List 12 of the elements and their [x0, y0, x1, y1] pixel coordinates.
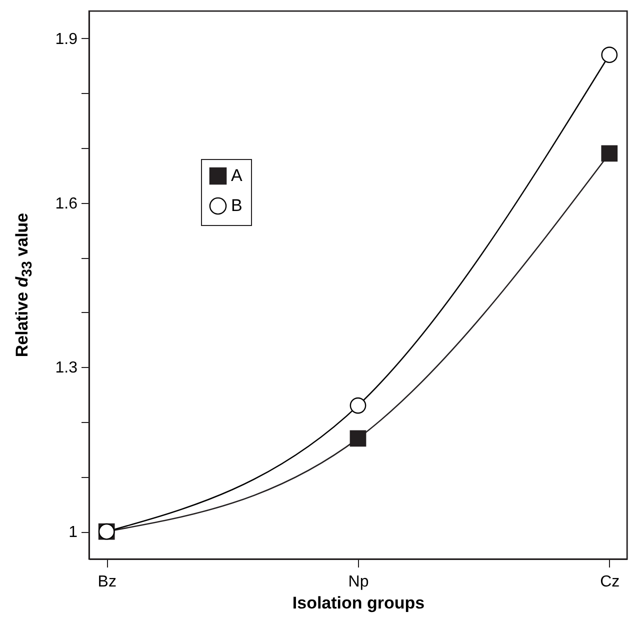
x-tick-label: Cz	[600, 574, 620, 590]
y-tick-label: 1.9	[55, 30, 78, 48]
legend-label: B	[231, 196, 242, 215]
x-axis-title: Isolation groups	[292, 594, 425, 612]
x-tick-label: Bz	[98, 574, 116, 590]
y-tick-label: 1	[68, 524, 78, 542]
legend-label: A	[231, 166, 243, 185]
y-tick-label: 1.6	[55, 195, 78, 212]
x-tick-label: Np	[348, 574, 369, 590]
point	[601, 145, 618, 162]
point	[350, 430, 366, 447]
y-tick-label: 1.3	[55, 360, 78, 377]
